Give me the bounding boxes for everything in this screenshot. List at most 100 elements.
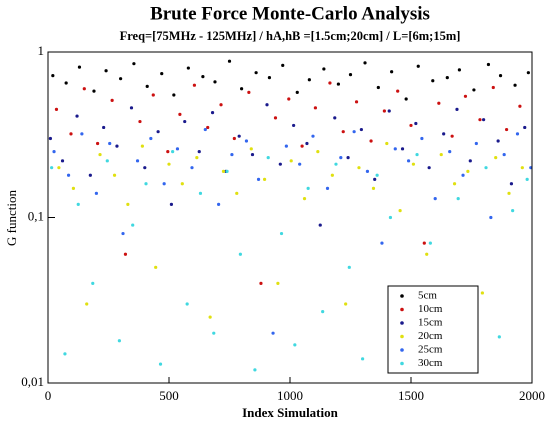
legend-label: 10cm: [418, 303, 443, 315]
point: [333, 116, 337, 120]
point: [54, 107, 59, 111]
point: [502, 152, 506, 157]
point: [117, 339, 121, 343]
point: [393, 147, 397, 151]
point: [416, 64, 420, 68]
point: [330, 173, 334, 177]
point: [178, 112, 182, 116]
point: [185, 302, 189, 306]
point: [437, 101, 441, 105]
point: [504, 127, 509, 132]
x-tick-label: 0: [45, 388, 52, 403]
point: [63, 352, 67, 356]
point: [346, 156, 350, 160]
point: [456, 197, 460, 201]
point: [104, 69, 108, 73]
point: [183, 119, 187, 124]
point: [203, 127, 207, 132]
point: [169, 202, 174, 206]
point: [98, 152, 102, 157]
point: [463, 94, 468, 98]
point: [227, 59, 232, 63]
point: [213, 80, 217, 84]
point: [92, 89, 96, 93]
point: [466, 169, 470, 173]
point: [339, 156, 343, 160]
point: [406, 159, 411, 163]
point: [452, 182, 457, 186]
point: [311, 134, 315, 138]
legend-label: 25cm: [418, 344, 443, 356]
point: [254, 71, 258, 75]
point: [119, 77, 123, 81]
point: [341, 130, 345, 134]
point: [144, 182, 148, 186]
point: [445, 76, 449, 80]
point: [300, 144, 304, 148]
point: [498, 74, 503, 78]
point: [509, 182, 514, 186]
point: [486, 62, 491, 67]
point: [494, 156, 498, 160]
x-tick-label: 500: [159, 388, 179, 403]
point: [198, 191, 203, 195]
point: [359, 127, 363, 132]
point: [96, 141, 100, 146]
legend-marker: [400, 334, 404, 339]
point: [57, 166, 61, 170]
point: [461, 173, 465, 177]
point: [354, 100, 359, 104]
x-tick-label: 1000: [277, 388, 303, 403]
point: [108, 141, 112, 146]
point: [149, 136, 153, 141]
point: [250, 152, 255, 157]
y-tick-label: 0,01: [21, 374, 44, 389]
point: [259, 281, 263, 285]
point: [143, 166, 147, 170]
point: [352, 130, 356, 134]
point: [382, 109, 386, 113]
point: [520, 166, 524, 170]
point: [190, 166, 194, 170]
point: [523, 125, 527, 130]
point: [380, 241, 384, 245]
point: [357, 166, 361, 170]
point: [328, 81, 332, 85]
point: [217, 202, 221, 206]
y-tick-label: 0,1: [28, 208, 44, 223]
point: [225, 169, 229, 173]
point: [390, 70, 394, 74]
point: [235, 191, 239, 195]
point: [293, 343, 297, 347]
point: [76, 202, 80, 206]
point: [145, 84, 149, 88]
point: [371, 186, 376, 190]
point: [237, 134, 241, 138]
legend-marker: [400, 361, 404, 366]
point: [208, 315, 212, 319]
point: [525, 177, 529, 181]
point: [474, 141, 478, 146]
point: [344, 302, 348, 306]
point: [334, 162, 338, 166]
point: [256, 177, 261, 181]
point: [232, 136, 236, 141]
point: [369, 139, 373, 143]
point: [91, 281, 95, 285]
point: [414, 121, 418, 126]
point: [325, 186, 330, 190]
x-axis-label: Index Simulation: [242, 405, 338, 420]
point: [404, 97, 408, 101]
point: [292, 123, 296, 128]
point: [126, 202, 130, 206]
point: [287, 97, 291, 101]
point: [123, 252, 128, 256]
point: [348, 73, 353, 77]
legend-label: 20cm: [418, 330, 443, 342]
point: [66, 173, 71, 177]
point: [468, 159, 472, 163]
point: [284, 144, 288, 148]
point: [162, 182, 166, 186]
point: [302, 197, 307, 201]
